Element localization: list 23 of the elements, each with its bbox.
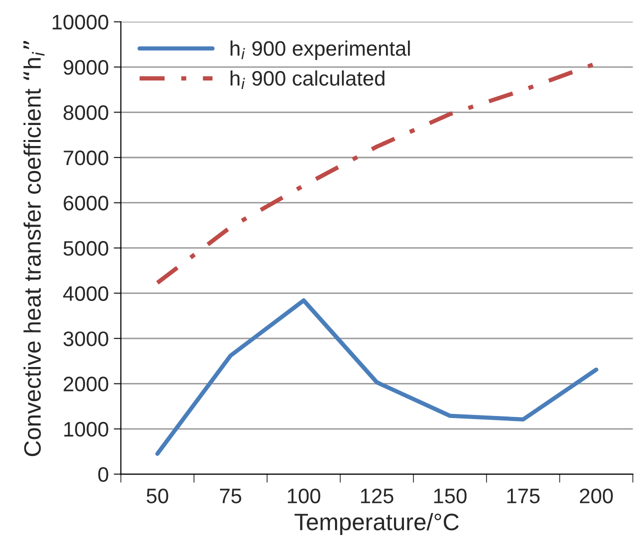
- x-tick-label: 125: [361, 488, 394, 504]
- y-tick-label: 4000: [63, 286, 108, 301]
- x-tick-label: 100: [288, 488, 320, 504]
- x-tick-label: 175: [507, 488, 540, 504]
- line-series: [155, 298, 598, 456]
- y-tick-label: 9000: [64, 60, 108, 75]
- x-axis-title: Temperature/°C: [294, 513, 459, 536]
- legend-label: h$_{i}$ 900 experimental: [230, 40, 410, 60]
- legend-label: h$_{i}$ 900 calculated: [230, 70, 384, 89]
- x-tick-label: 150: [434, 488, 467, 504]
- y-tick-label: 2000: [64, 376, 108, 392]
- x-tick-label: 200: [580, 488, 613, 504]
- x-tick-label: 50: [146, 488, 168, 504]
- y-tick-label: 7000: [64, 150, 108, 166]
- y-axis-title: Convective heat transfer coefficient “h$_{i}$”: [23, 41, 45, 456]
- y-tick-label: 1000: [64, 422, 108, 437]
- y-tick-label: 3000: [63, 331, 108, 346]
- x-tick-label: 75: [220, 488, 242, 504]
- y-tick-label: 10000: [52, 14, 108, 30]
- y-tick-label: 5000: [64, 240, 108, 256]
- y-tick-label: 6000: [64, 196, 108, 210]
- y-tick-label: 0: [98, 467, 108, 482]
- y-tick-label: 8000: [64, 105, 108, 120]
